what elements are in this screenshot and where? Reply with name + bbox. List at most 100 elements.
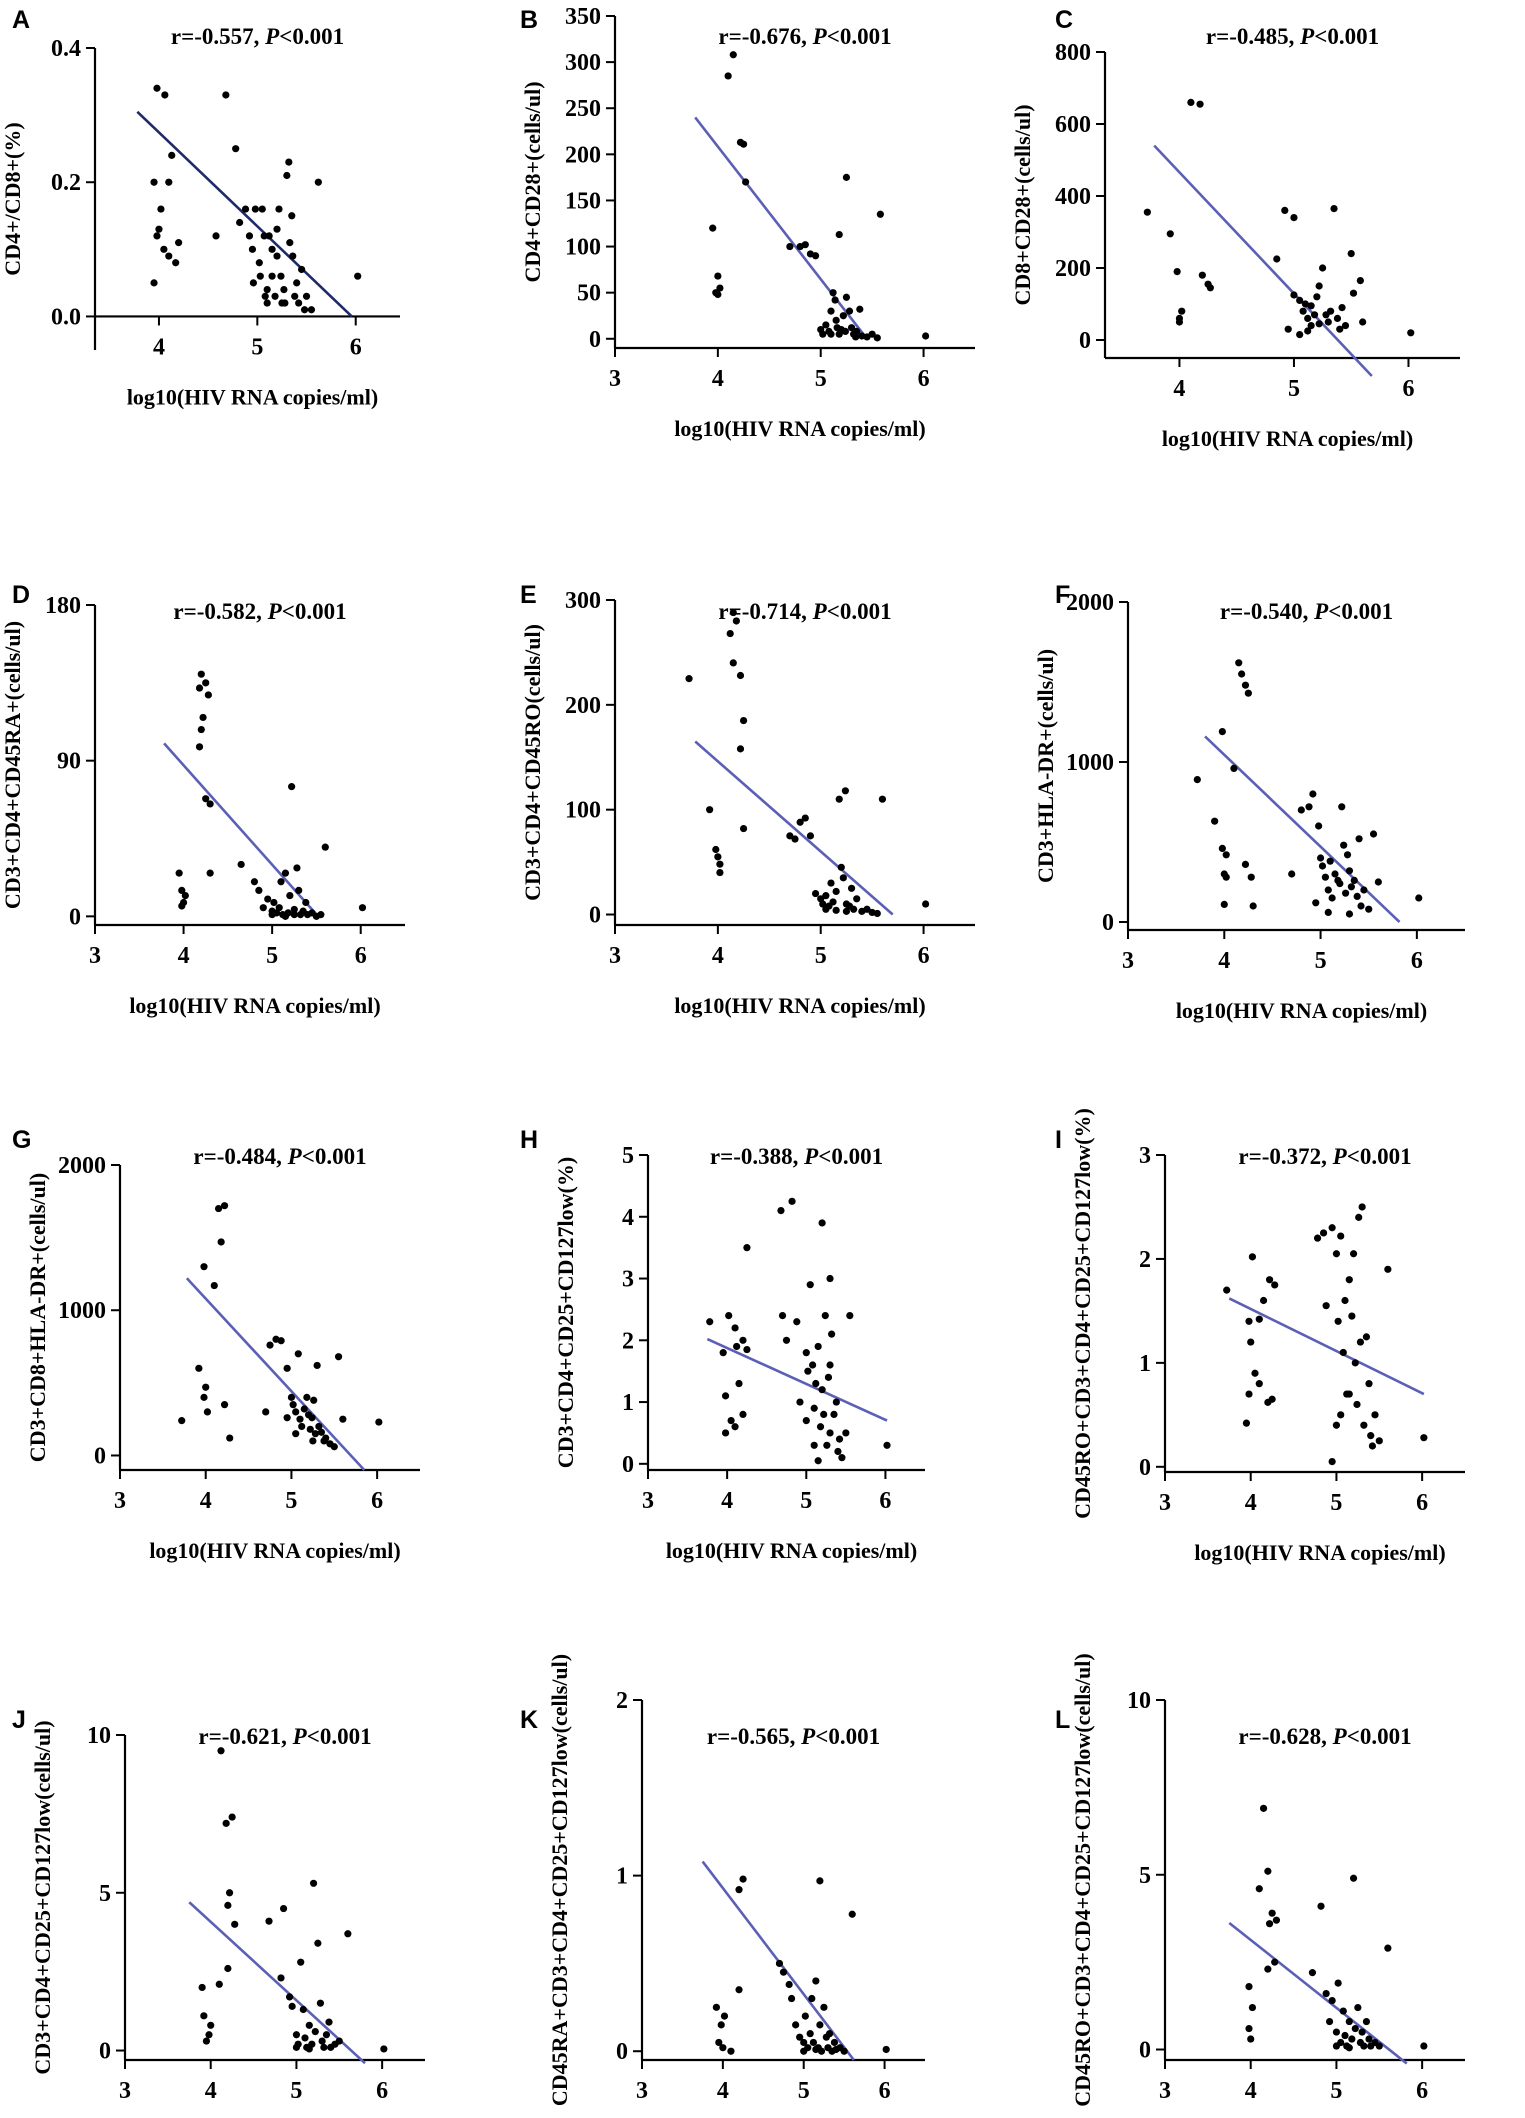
x-tick-label: 4	[721, 1488, 733, 1514]
data-point	[717, 2021, 725, 2029]
data-point	[307, 306, 316, 314]
x-tick-label: 5	[1315, 948, 1327, 974]
x-tick-label: 3	[119, 2078, 131, 2104]
x-axis-title: log10(HIV RNA copies/ml)	[674, 993, 925, 1018]
data-point	[153, 84, 161, 92]
data-point	[1316, 854, 1325, 862]
y-tick-label: 800	[1055, 40, 1091, 66]
x-tick-label: 5	[798, 2078, 810, 2104]
data-point	[808, 1994, 816, 2003]
x-tick-label: 6	[376, 2078, 388, 2104]
y-tick-label: 180	[45, 593, 81, 619]
data-point	[846, 1311, 854, 1320]
data-point	[292, 1408, 300, 1416]
x-tick-label: 4	[712, 943, 724, 969]
panel-h: H 0 1 2 3 4 5 3 4 5 6 log10(HIV RNA copies/ml) CD3+C…	[520, 1126, 925, 1563]
x-tick-label: 6	[355, 943, 367, 969]
y-tick-label: 2	[616, 1688, 628, 1714]
data-point	[1332, 2028, 1341, 2036]
y-tick-label: 0	[1102, 910, 1114, 936]
data-point	[685, 675, 693, 683]
stat-annotation: r=-0.565, P<0.001	[707, 1724, 880, 1749]
data-point	[245, 232, 254, 240]
data-point	[787, 1994, 796, 2003]
data-point	[801, 2012, 809, 2020]
data-point	[812, 2045, 820, 2054]
data-point	[1206, 284, 1214, 292]
data-point	[782, 1336, 791, 1344]
y-tick-label: 5	[1139, 1863, 1151, 1889]
data-point	[1196, 100, 1204, 108]
data-point	[1173, 268, 1181, 276]
data-point	[736, 745, 745, 753]
data-point	[215, 1980, 223, 1988]
data-point	[1420, 2042, 1428, 2050]
data-point	[1244, 689, 1252, 697]
regression-line	[1153, 144, 1373, 377]
data-point	[1365, 905, 1373, 913]
data-point	[1342, 889, 1350, 897]
data-point	[841, 327, 850, 335]
data-point	[842, 173, 851, 181]
data-point	[785, 1980, 793, 1989]
data-point	[259, 904, 267, 912]
data-point	[826, 1361, 834, 1369]
data-point	[206, 869, 214, 877]
data-point	[308, 1414, 316, 1422]
stat-annotation: r=-0.485, P<0.001	[1206, 24, 1379, 49]
panel-letter: G	[12, 1126, 31, 1154]
data-point	[739, 140, 748, 148]
stat-annotation: r=-0.621, P<0.001	[198, 1724, 371, 1749]
x-tick-label: 4	[1218, 948, 1230, 974]
data-point	[1360, 2042, 1368, 2050]
x-tick-label: 3	[642, 1488, 654, 1514]
data-point	[309, 1879, 318, 1887]
data-point	[265, 1917, 273, 1925]
x-tick-label: 3	[114, 1488, 126, 1514]
data-point	[1328, 1996, 1336, 2005]
y-axis-title: CD3+CD4+CD25+CD127low(%)	[553, 1157, 578, 1468]
stat-p-value: <0.001	[818, 1144, 883, 1169]
data-point	[809, 2038, 818, 2047]
data-point	[868, 330, 876, 338]
data-point	[289, 1401, 297, 1409]
stat-p-value: <0.001	[827, 599, 892, 624]
data-point	[161, 91, 169, 99]
y-axis-title: CD3+CD8+HLA-DR+(cells/ul)	[25, 1173, 50, 1462]
y-tick-label: 0	[1139, 1455, 1151, 1481]
data-point	[1360, 886, 1368, 894]
x-tick-label: 3	[89, 943, 101, 969]
data-point	[1374, 878, 1382, 886]
data-point	[202, 679, 210, 687]
data-point	[814, 1457, 822, 1465]
data-point	[280, 286, 288, 294]
regression-line	[1228, 1297, 1425, 1396]
data-point	[1259, 1296, 1268, 1305]
x-tick-label: 6	[350, 334, 362, 360]
data-point	[828, 1330, 836, 1338]
data-point	[1288, 870, 1296, 878]
data-point	[1357, 902, 1365, 910]
stat-p-label: P	[800, 1724, 816, 1749]
y-tick-label: 1	[1139, 1351, 1151, 1377]
data-point	[277, 878, 285, 886]
data-point	[796, 1398, 804, 1406]
data-point	[850, 905, 858, 913]
y-axis-title: CD4+/CD8+(%)	[0, 122, 25, 275]
data-point	[856, 305, 864, 313]
x-tick-label: 3	[636, 2078, 648, 2104]
data-point	[217, 1747, 225, 1755]
data-point	[299, 2005, 307, 2014]
data-point	[273, 225, 281, 233]
data-point	[1368, 1442, 1377, 1450]
data-point	[1326, 857, 1334, 865]
data-point	[251, 205, 259, 213]
data-point	[842, 293, 851, 301]
x-axis-title: log10(HIV RNA copies/ml)	[666, 1538, 917, 1563]
data-point	[1341, 1296, 1349, 1305]
data-point	[1324, 318, 1332, 326]
data-point	[1332, 1421, 1341, 1429]
x-tick-label: 3	[609, 943, 621, 969]
data-point	[796, 2033, 804, 2041]
data-point	[260, 232, 268, 240]
